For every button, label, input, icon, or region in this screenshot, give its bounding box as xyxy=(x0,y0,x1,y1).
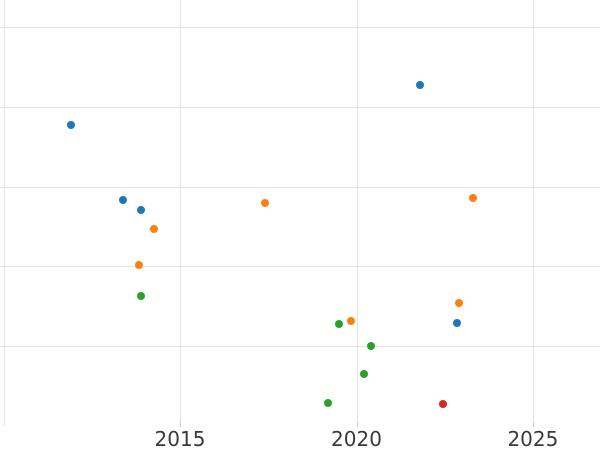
data-point-series-red xyxy=(438,400,447,408)
data-point-series-blue xyxy=(66,121,75,130)
data-point-series-blue xyxy=(416,81,424,90)
x-tick-label: 2015 xyxy=(154,427,206,450)
data-point-series-blue xyxy=(137,205,146,214)
x-axis-tick xyxy=(356,421,358,427)
horizontal-gridline xyxy=(0,27,600,29)
data-point-series-green xyxy=(367,341,376,350)
x-tick-label: 2020 xyxy=(331,427,382,450)
vertical-gridline xyxy=(532,0,534,426)
vertical-gridline xyxy=(3,0,5,426)
x-axis-tick xyxy=(532,421,534,427)
data-point-series-orange xyxy=(260,199,269,208)
horizontal-gridline xyxy=(0,345,600,347)
data-point-series-green xyxy=(334,319,343,328)
x-tick-label: 2025 xyxy=(507,427,559,450)
data-point-series-orange xyxy=(149,224,158,233)
vertical-gridline xyxy=(356,0,358,426)
data-point-series-green xyxy=(359,369,368,378)
data-point-series-green xyxy=(137,291,146,300)
data-point-series-orange xyxy=(454,298,463,307)
data-point-series-blue xyxy=(118,196,127,204)
data-point-series-orange xyxy=(468,193,477,202)
data-point-series-orange xyxy=(347,317,356,326)
horizontal-gridline xyxy=(0,266,600,268)
x-axis-tick xyxy=(180,421,181,427)
data-point-series-orange xyxy=(135,261,144,270)
horizontal-gridline xyxy=(0,106,600,108)
vertical-gridline xyxy=(180,0,181,426)
horizontal-gridline xyxy=(0,186,600,188)
data-point-series-blue xyxy=(453,318,462,327)
data-point-series-green xyxy=(324,399,333,408)
